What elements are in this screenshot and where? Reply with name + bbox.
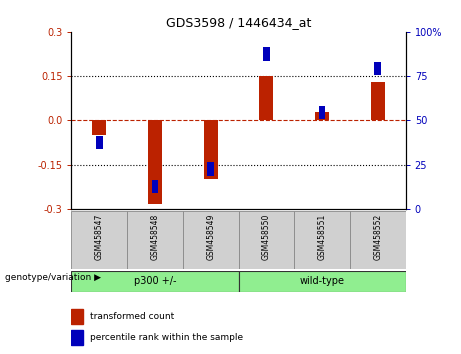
Bar	[260, 76, 273, 120]
Text: GSM458552: GSM458552	[373, 213, 382, 260]
Text: GSM458549: GSM458549	[206, 213, 215, 260]
Bar	[204, 120, 218, 179]
Text: genotype/variation ▶: genotype/variation ▶	[5, 273, 100, 281]
Bar	[263, 47, 270, 61]
Text: GSM458551: GSM458551	[318, 213, 327, 260]
Bar	[374, 62, 381, 75]
Bar	[294, 211, 350, 269]
Bar	[183, 211, 238, 269]
Bar	[350, 211, 406, 269]
Bar	[127, 211, 183, 269]
Bar	[238, 271, 406, 292]
Text: transformed count: transformed count	[90, 312, 174, 321]
Text: percentile rank within the sample: percentile rank within the sample	[90, 333, 243, 342]
Text: wild-type: wild-type	[300, 276, 345, 286]
Bar	[319, 106, 325, 119]
Bar	[71, 211, 127, 269]
Bar	[371, 82, 385, 120]
Bar	[96, 136, 103, 149]
Bar	[315, 112, 329, 120]
Text: GSM458548: GSM458548	[150, 213, 160, 260]
Bar	[152, 180, 159, 193]
Bar	[71, 271, 239, 292]
Bar	[71, 330, 83, 345]
Text: GSM458550: GSM458550	[262, 213, 271, 260]
Title: GDS3598 / 1446434_at: GDS3598 / 1446434_at	[166, 16, 311, 29]
Text: p300 +/-: p300 +/-	[134, 276, 176, 286]
Bar	[71, 309, 83, 324]
Bar	[148, 120, 162, 205]
Text: GSM458547: GSM458547	[95, 213, 104, 260]
Bar	[207, 162, 214, 176]
Bar	[238, 211, 294, 269]
Bar	[92, 120, 106, 135]
